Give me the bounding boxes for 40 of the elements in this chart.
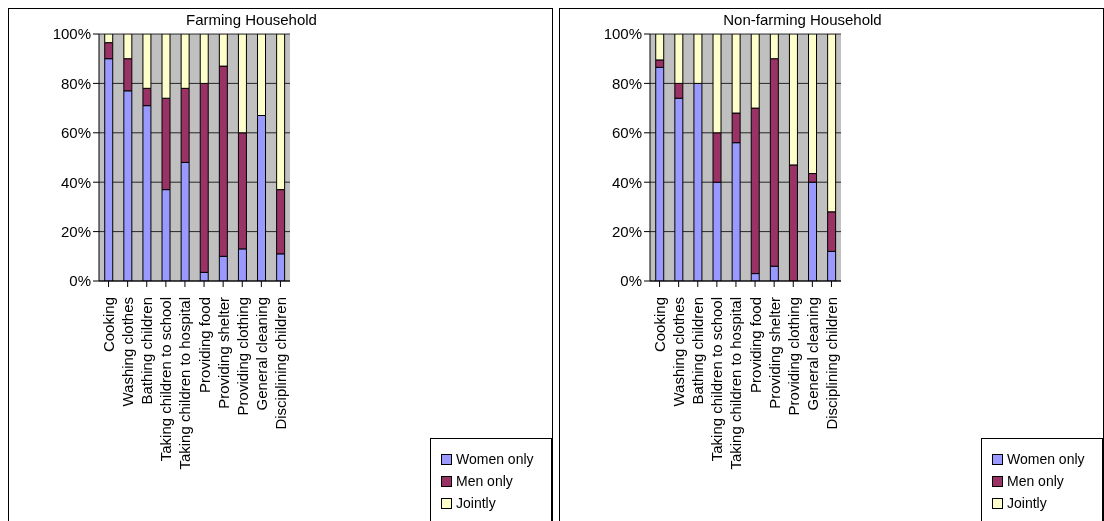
y-tick-label: 20% <box>611 222 642 240</box>
y-tick-label: 0% <box>69 272 91 290</box>
y-tick-label: 60% <box>60 124 91 142</box>
x-tick-label: General cleaning <box>252 297 270 411</box>
y-tick-label: 40% <box>60 173 91 191</box>
x-tick-label: Washing clothes <box>119 297 137 407</box>
y-tick-label: 60% <box>611 124 642 142</box>
chart-title: Farming Household <box>185 11 318 28</box>
x-tick-label: Cooking <box>100 297 118 353</box>
legend-label: Men only <box>456 473 513 489</box>
chart-title: Non-farming Household <box>722 11 883 28</box>
x-tick-label: Taking children to school <box>708 297 726 462</box>
x-tick-label: General cleaning <box>803 297 821 411</box>
y-tick-label: 40% <box>611 173 642 191</box>
x-tick-label: Providing food <box>746 297 764 393</box>
x-tick-label: Providing food <box>195 297 213 393</box>
x-tick-label: Cooking <box>651 297 669 353</box>
legend-label: Women only <box>456 451 534 467</box>
legend-label: Jointly <box>1007 495 1047 511</box>
legend-label: Men only <box>1007 473 1064 489</box>
x-tick-label: Taking children to hospital <box>176 297 194 470</box>
y-tick-label: 100% <box>603 25 642 43</box>
x-tick-label: Providing clothing <box>784 297 802 416</box>
legend-label: Jointly <box>456 495 496 511</box>
y-tick-label: 20% <box>60 222 91 240</box>
x-tick-label: Bathing children <box>689 297 707 405</box>
x-tick-label: Providing clothing <box>233 297 251 416</box>
x-tick-label: Taking children to hospital <box>727 297 745 470</box>
y-tick-label: 100% <box>52 25 91 43</box>
y-tick-label: 0% <box>620 272 642 290</box>
x-tick-label: Providing shelter <box>214 297 232 409</box>
legend-label: Women only <box>1007 451 1085 467</box>
x-tick-label: Taking children to school <box>157 297 175 462</box>
x-tick-label: Bathing children <box>138 297 156 405</box>
x-tick-label: Disciplining children <box>822 297 840 430</box>
x-tick-label: Disciplining children <box>271 297 289 430</box>
y-tick-label: 80% <box>60 74 91 92</box>
y-tick-label: 80% <box>611 74 642 92</box>
x-tick-label: Providing shelter <box>765 297 783 409</box>
x-tick-label: Washing clothes <box>670 297 688 407</box>
